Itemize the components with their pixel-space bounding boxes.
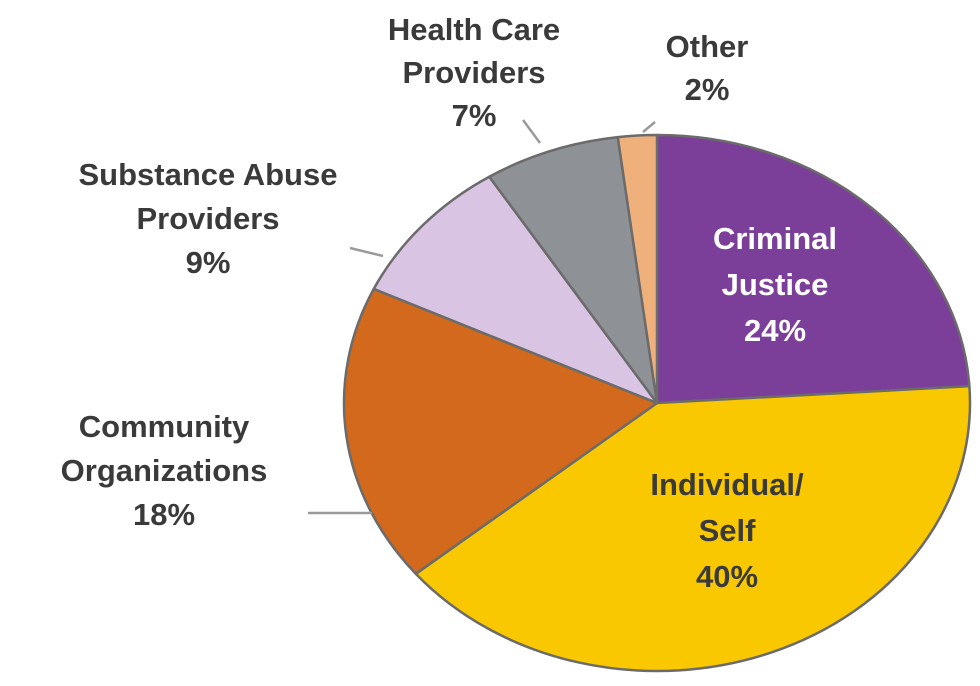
leader-line xyxy=(521,119,542,144)
leader-line xyxy=(642,121,656,133)
slice-category-label: Other xyxy=(666,29,749,64)
slice-category-label: Health Care xyxy=(388,12,560,47)
slice-category-label: Community xyxy=(79,409,250,444)
pie-slice xyxy=(372,175,659,405)
slice-value-label: 2% xyxy=(685,72,730,107)
slice-category-label: Self xyxy=(699,513,757,548)
slice-category-label: Organizations xyxy=(61,453,268,488)
slice-value-label: 7% xyxy=(452,98,497,133)
slice-value-label: 18% xyxy=(133,497,195,532)
pie-slices xyxy=(342,133,972,673)
pie-slice xyxy=(655,133,971,405)
slice-value-label: 9% xyxy=(186,245,231,280)
slice-category-label: Substance Abuse xyxy=(79,157,338,192)
slice-category-label: Providers xyxy=(136,201,279,236)
slice-value-label: 40% xyxy=(696,559,758,594)
pie-slice xyxy=(342,287,659,576)
slice-category-label: Individual/ xyxy=(650,467,804,502)
slice-labels: Criminal Justice 24% Individual/Self 40% Comm… xyxy=(61,12,837,594)
slice-value-label: 24% xyxy=(744,313,806,348)
slice-category-label: Providers xyxy=(402,55,545,90)
leader-lines xyxy=(308,119,656,515)
slice-category-label: Criminal xyxy=(713,221,837,256)
leader-line xyxy=(349,246,384,258)
pie-slice xyxy=(488,135,659,405)
pie-slice xyxy=(414,384,972,673)
pie-slice xyxy=(616,133,659,405)
slice-category-label: Justice xyxy=(722,267,829,302)
